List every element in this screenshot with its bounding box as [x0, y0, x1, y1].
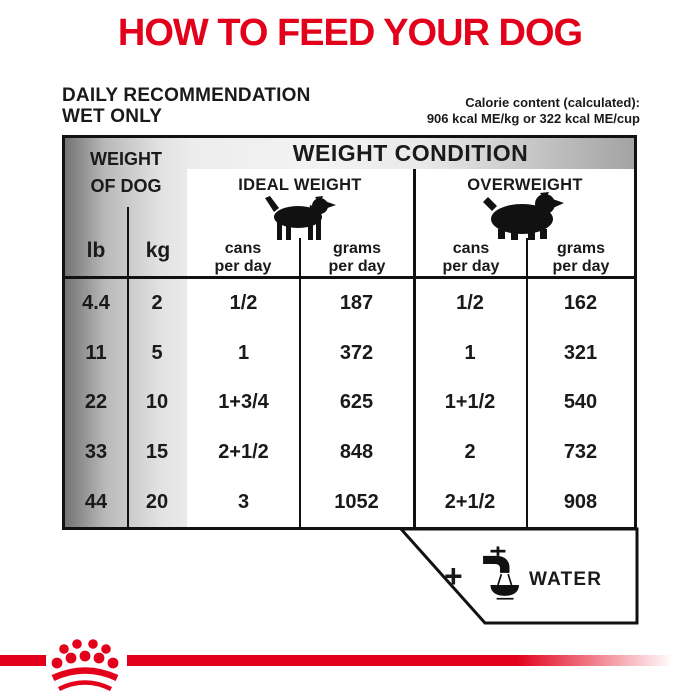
- table-row: 4.4 2 1/2 187 1/2 162: [65, 279, 634, 329]
- cell-ideal-cans: 1: [237, 341, 250, 364]
- water-label: WATER: [529, 569, 603, 590]
- grams-label: grams: [556, 240, 606, 257]
- cell-kg: 15: [145, 441, 169, 464]
- table-row: 22 10 1+3/4 625 1+1/2 540: [65, 378, 634, 428]
- divider-lb-kg: [127, 207, 129, 527]
- calorie-content-note: Calorie content (calculated): 906 kcal M…: [427, 95, 640, 127]
- overweight-section-label: OVERWEIGHT: [467, 176, 583, 194]
- cell-over-cans: 1: [464, 341, 476, 364]
- cell-ideal-cans: 2+1/2: [218, 441, 269, 464]
- cell-over-grams: 162: [563, 292, 598, 315]
- calorie-line-1: Calorie content (calculated):: [465, 95, 640, 110]
- per-day-label: per day: [552, 257, 610, 275]
- cell-over-cans: 2+1/2: [444, 490, 496, 513]
- weight-of-dog-header: WEIGHT OF DOG: [65, 146, 187, 200]
- overweight-dog-icon: [483, 192, 564, 240]
- col-header-over-grams: grams per day: [528, 240, 634, 275]
- cell-over-cans: 1+1/2: [444, 391, 496, 414]
- plus-sign: +: [444, 558, 463, 594]
- calorie-line-2: 906 kcal ME/kg or 322 kcal ME/cup: [426, 111, 640, 126]
- divider-over-cans-grams: [526, 238, 528, 527]
- col-header-kg: kg: [145, 239, 171, 262]
- divider-ideal-cans-grams: [299, 238, 301, 527]
- cell-ideal-cans: 3: [237, 490, 250, 513]
- weight-of-dog-line2: OF DOG: [90, 176, 162, 196]
- col-header-over-cans: cans per day: [416, 240, 526, 275]
- footer-bar-right: [127, 655, 690, 666]
- ideal-weight-section-label: IDEAL WEIGHT: [238, 176, 362, 194]
- footer-bar-left: [0, 655, 46, 666]
- feeding-table: WEIGHT CONDITION WEIGHT OF DOG IDEAL WEI…: [62, 135, 637, 530]
- cell-over-grams: 540: [563, 391, 598, 414]
- water-faucet-bowl-icon: [483, 546, 519, 600]
- col-header-ideal-cans: cans per day: [187, 240, 299, 275]
- cell-ideal-grams: 187: [339, 292, 374, 315]
- cell-lb: 33: [84, 441, 108, 464]
- cell-kg: 2: [151, 292, 163, 315]
- cell-lb: 44: [84, 490, 108, 513]
- water-callout-box: [398, 527, 639, 625]
- daily-recommendation-heading: DAILY RECOMMENDATION WET ONLY: [62, 85, 311, 127]
- cell-lb: 4.4: [82, 292, 110, 315]
- cell-kg: 5: [151, 341, 163, 364]
- table-row: 33 15 2+1/2 848 2 732: [65, 428, 634, 478]
- cell-ideal-cans: 1+3/4: [218, 391, 269, 414]
- header-body-separator: [65, 276, 634, 279]
- crown-paw-logo-icon: [51, 639, 119, 692]
- table-row: 44 20 3 1052 2+1/2 908: [65, 477, 634, 527]
- daily-recommendation-line: DAILY RECOMMENDATION: [62, 85, 311, 106]
- cell-ideal-grams: 372: [339, 341, 374, 364]
- per-day-label: per day: [214, 257, 272, 275]
- grams-label: grams: [332, 240, 382, 257]
- cans-label: cans: [224, 240, 262, 257]
- weight-condition-header: WEIGHT CONDITION: [292, 140, 529, 166]
- table-row: 11 5 1 372 1 321: [65, 329, 634, 379]
- cell-kg: 20: [145, 490, 169, 513]
- weight-of-dog-line1: WEIGHT: [90, 149, 162, 169]
- col-header-ideal-grams: grams per day: [301, 240, 413, 275]
- cell-over-cans: 2: [464, 441, 476, 464]
- per-day-label: per day: [442, 257, 500, 275]
- cell-ideal-grams: 848: [339, 441, 374, 464]
- cell-kg: 10: [145, 391, 169, 414]
- cell-lb: 11: [85, 341, 107, 364]
- cell-ideal-cans: 1/2: [229, 292, 258, 315]
- cell-over-grams: 908: [563, 490, 598, 513]
- table-rows: 4.4 2 1/2 187 1/2 162 11 5 1 372 1 321 2…: [65, 279, 634, 527]
- ideal-weight-dog-icon: [265, 196, 336, 240]
- divider-ideal-overweight: [413, 169, 416, 527]
- cell-over-grams: 732: [563, 441, 598, 464]
- cell-ideal-grams: 1052: [334, 490, 379, 513]
- page-title: HOW TO FEED YOUR DOG: [117, 12, 583, 54]
- cell-ideal-grams: 625: [339, 391, 374, 414]
- col-header-lb: lb: [86, 239, 106, 262]
- wet-only-line: WET ONLY: [62, 106, 163, 127]
- table-body-background: [187, 169, 634, 527]
- cell-lb: 22: [84, 391, 108, 414]
- cans-label: cans: [452, 240, 490, 257]
- cell-over-grams: 321: [563, 341, 598, 364]
- per-day-label: per day: [328, 257, 386, 275]
- cell-over-cans: 1/2: [456, 292, 484, 315]
